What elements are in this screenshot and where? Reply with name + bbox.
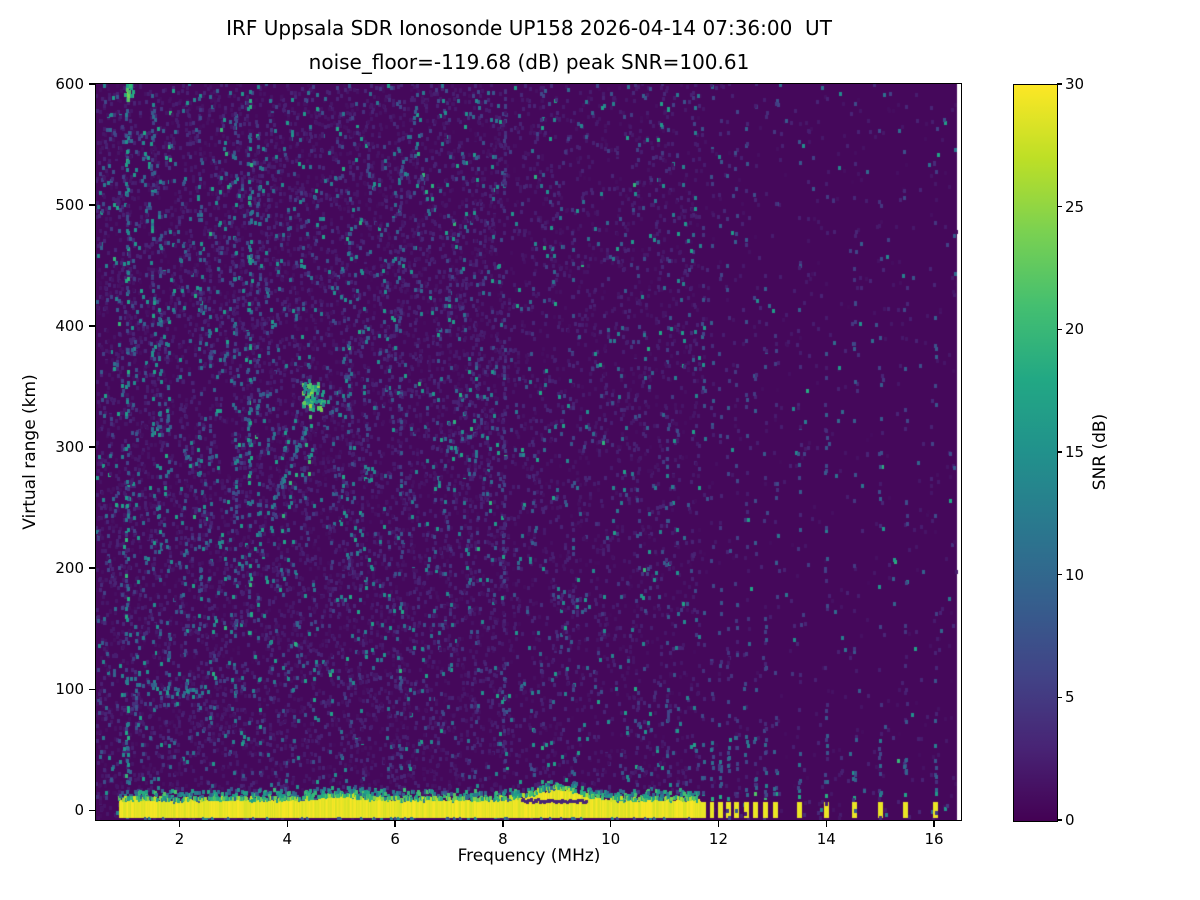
x-tick-label: 8 bbox=[498, 830, 508, 848]
y-tick-mark bbox=[89, 446, 95, 448]
y-tick-mark bbox=[89, 204, 95, 206]
colorbar-tick-mark bbox=[1057, 819, 1062, 821]
x-tick-label: 12 bbox=[708, 830, 729, 848]
colorbar-tick-mark bbox=[1057, 696, 1062, 699]
x-tick-label: 10 bbox=[601, 830, 621, 848]
colorbar-tick-mark bbox=[1057, 328, 1062, 331]
heatmap-plot-area bbox=[95, 83, 962, 821]
x-tick-mark bbox=[717, 821, 720, 827]
y-tick-mark bbox=[89, 83, 95, 85]
x-tick-mark bbox=[609, 821, 612, 827]
x-tick-mark bbox=[502, 821, 504, 827]
colorbar-tick-mark bbox=[1057, 451, 1062, 453]
y-tick-mark bbox=[89, 567, 95, 569]
colorbar-tick-mark bbox=[1057, 573, 1062, 576]
y-tick-label: 400 bbox=[55, 317, 84, 336]
colorbar-tick-mark bbox=[1057, 83, 1062, 85]
x-tick-mark bbox=[286, 821, 289, 827]
y-tick-label: 600 bbox=[55, 75, 84, 93]
chart-title: IRF Uppsala SDR Ionosonde UP158 2026-04-… bbox=[226, 16, 832, 40]
y-tick-label: 300 bbox=[55, 438, 84, 457]
colorbar-tick-mark bbox=[1057, 205, 1062, 208]
x-tick-mark bbox=[933, 821, 935, 827]
colorbar-tick-label: 30 bbox=[1065, 75, 1085, 93]
x-tick-label: 4 bbox=[282, 830, 293, 848]
x-tick-label: 14 bbox=[816, 830, 836, 848]
x-tick-mark bbox=[394, 821, 396, 827]
colorbar-tick-label: 25 bbox=[1065, 197, 1085, 216]
x-tick-label: 6 bbox=[390, 830, 400, 848]
colorbar-tick-label: 20 bbox=[1065, 320, 1085, 339]
colorbar-tick-label: 15 bbox=[1065, 443, 1085, 461]
y-tick-mark bbox=[89, 809, 95, 812]
x-tick-label: 2 bbox=[174, 830, 185, 848]
y-tick-label: 100 bbox=[55, 680, 84, 699]
y-tick-mark bbox=[89, 325, 95, 327]
x-tick-mark bbox=[825, 821, 827, 827]
y-tick-label: 200 bbox=[55, 559, 84, 578]
x-tick-label: 16 bbox=[924, 830, 944, 848]
y-tick-mark bbox=[89, 688, 95, 690]
colorbar-tick-label: 10 bbox=[1065, 565, 1085, 584]
x-axis-label: Frequency (MHz) bbox=[457, 846, 601, 866]
y-tick-label: 500 bbox=[55, 196, 84, 215]
x-tick-mark bbox=[178, 821, 181, 827]
y-tick-label: 0 bbox=[74, 801, 84, 820]
colorbar-tick-label: 5 bbox=[1065, 688, 1075, 707]
chart-subtitle: noise_floor=-119.68 (dB) peak SNR=100.61 bbox=[308, 50, 750, 74]
colorbar-gradient bbox=[1013, 84, 1058, 822]
colorbar-tick-label: 0 bbox=[1065, 811, 1075, 829]
